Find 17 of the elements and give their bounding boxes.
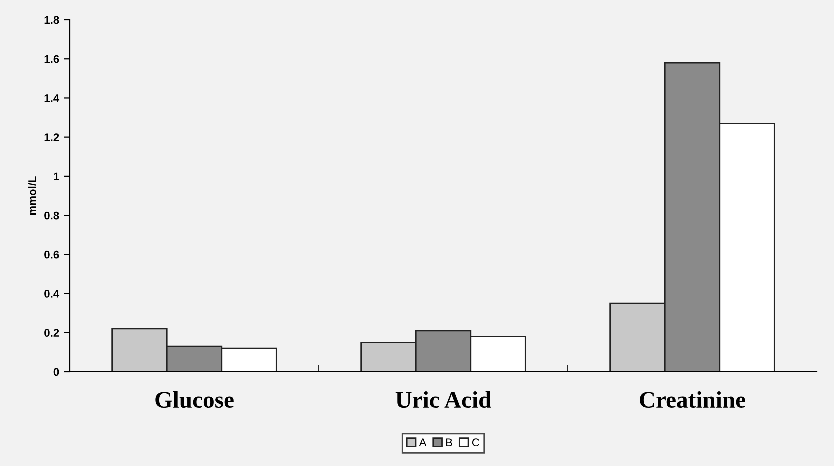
x-tick-label: Creatinine xyxy=(640,391,746,408)
y-tick-label: 0 xyxy=(54,368,60,376)
x-tick-label: Uric Acid xyxy=(396,391,492,408)
legend-label: A xyxy=(419,438,427,446)
legend-label: B xyxy=(446,438,452,446)
y-tick-label: 0.8 xyxy=(44,212,60,220)
y-tick-label: 1.6 xyxy=(44,55,60,64)
y-tick-label: 1.4 xyxy=(44,94,60,102)
legend-label: C xyxy=(472,438,480,447)
y-tick-label: 1.2 xyxy=(44,134,60,142)
y-tick-label: 1.8 xyxy=(44,16,60,24)
y-tick-label: 0.2 xyxy=(44,329,60,338)
y-axis-title: mmol/L xyxy=(28,176,36,216)
y-tick-label: 1 xyxy=(54,172,60,180)
y-tick-label: 0.4 xyxy=(44,290,60,298)
y-tick-label: 0.6 xyxy=(44,250,60,259)
x-tick-label: Glucose xyxy=(156,391,234,408)
